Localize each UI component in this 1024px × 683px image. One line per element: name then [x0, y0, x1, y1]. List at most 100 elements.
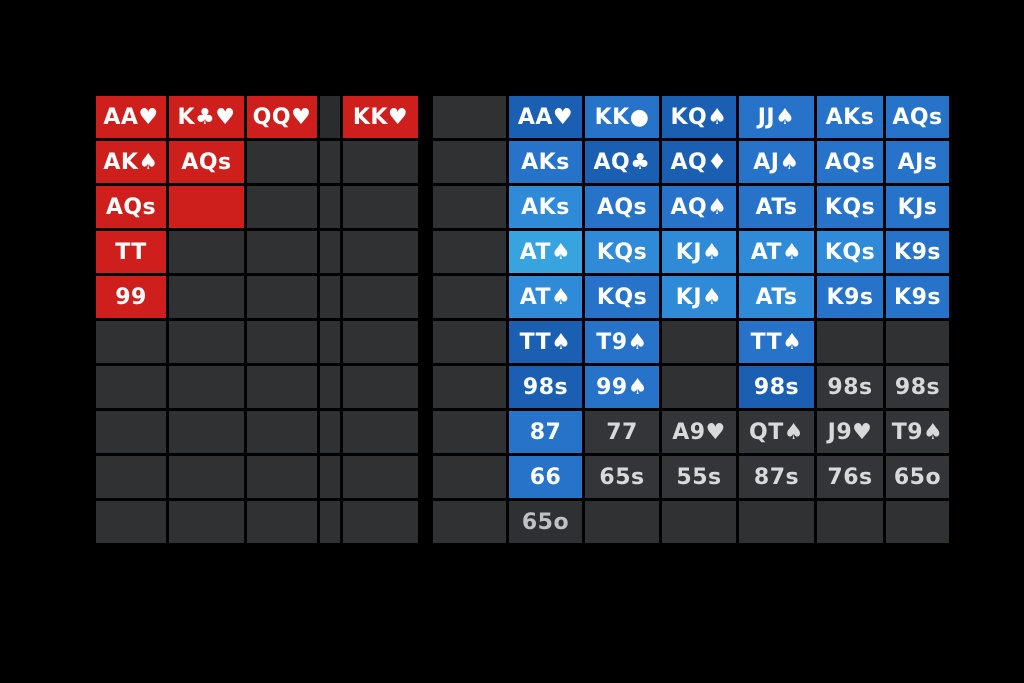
left-cell-r4-c2[interactable]	[247, 276, 317, 318]
left-cell-r8-c4[interactable]	[343, 456, 418, 498]
right-cell-r2-c1[interactable]: AKs	[509, 186, 582, 228]
left-cell-r2-c0[interactable]: AQs	[96, 186, 166, 228]
right-cell-r2-c2[interactable]: AQs	[585, 186, 659, 228]
right-cell-r3-c3[interactable]: KJ♠	[662, 231, 736, 273]
right-cell-r8-c5[interactable]: 76s	[817, 456, 883, 498]
left-cell-r8-c1[interactable]	[169, 456, 244, 498]
left-cell-r7-c4[interactable]	[343, 411, 418, 453]
right-cell-r4-c4[interactable]: ATs	[739, 276, 814, 318]
right-cell-r5-c6[interactable]	[886, 321, 949, 363]
left-cell-r3-c3[interactable]	[320, 231, 340, 273]
left-cell-r8-c3[interactable]	[320, 456, 340, 498]
right-cell-r2-c4[interactable]: ATs	[739, 186, 814, 228]
right-cell-r1-c0[interactable]	[433, 141, 506, 183]
left-cell-r9-c2[interactable]	[247, 501, 317, 543]
right-cell-r7-c3[interactable]: A9♥	[662, 411, 736, 453]
left-cell-r9-c0[interactable]	[96, 501, 166, 543]
left-cell-r1-c2[interactable]	[247, 141, 317, 183]
left-cell-r2-c1[interactable]	[169, 186, 244, 228]
right-cell-r5-c0[interactable]	[433, 321, 506, 363]
right-cell-r8-c3[interactable]: 55s	[662, 456, 736, 498]
right-cell-r6-c1[interactable]: 98s	[509, 366, 582, 408]
right-cell-r4-c5[interactable]: K9s	[817, 276, 883, 318]
left-cell-r2-c4[interactable]	[343, 186, 418, 228]
left-cell-r6-c0[interactable]	[96, 366, 166, 408]
right-cell-r4-c3[interactable]: KJ♠	[662, 276, 736, 318]
right-cell-r1-c3[interactable]: AQ♦	[662, 141, 736, 183]
right-cell-r6-c6[interactable]: 98s	[886, 366, 949, 408]
right-cell-r6-c5[interactable]: 98s	[817, 366, 883, 408]
right-cell-r7-c0[interactable]	[433, 411, 506, 453]
right-cell-r0-c2[interactable]: KK●	[585, 96, 659, 138]
left-cell-r6-c4[interactable]	[343, 366, 418, 408]
left-cell-r9-c3[interactable]	[320, 501, 340, 543]
right-cell-r8-c0[interactable]	[433, 456, 506, 498]
right-cell-r8-c1[interactable]: 66	[509, 456, 582, 498]
right-cell-r3-c2[interactable]: KQs	[585, 231, 659, 273]
right-cell-r6-c3[interactable]	[662, 366, 736, 408]
right-cell-r2-c0[interactable]	[433, 186, 506, 228]
left-cell-r8-c0[interactable]	[96, 456, 166, 498]
left-cell-r7-c2[interactable]	[247, 411, 317, 453]
left-cell-r6-c3[interactable]	[320, 366, 340, 408]
left-cell-r5-c0[interactable]	[96, 321, 166, 363]
right-cell-r7-c4[interactable]: QT♠	[739, 411, 814, 453]
right-cell-r0-c3[interactable]: KQ♠	[662, 96, 736, 138]
left-cell-r1-c0[interactable]: AK♠	[96, 141, 166, 183]
left-cell-r6-c1[interactable]	[169, 366, 244, 408]
left-cell-r4-c4[interactable]	[343, 276, 418, 318]
left-cell-r9-c1[interactable]	[169, 501, 244, 543]
right-cell-r2-c6[interactable]: KJs	[886, 186, 949, 228]
right-cell-r1-c2[interactable]: AQ♣	[585, 141, 659, 183]
left-cell-r7-c3[interactable]	[320, 411, 340, 453]
right-cell-r2-c5[interactable]: KQs	[817, 186, 883, 228]
right-cell-r0-c5[interactable]: AKs	[817, 96, 883, 138]
right-cell-r7-c5[interactable]: J9♥	[817, 411, 883, 453]
right-cell-r4-c6[interactable]: K9s	[886, 276, 949, 318]
right-cell-r9-c0[interactable]	[433, 501, 506, 543]
right-cell-r3-c1[interactable]: AT♠	[509, 231, 582, 273]
right-cell-r7-c1[interactable]: 87	[509, 411, 582, 453]
right-cell-r1-c6[interactable]: AJs	[886, 141, 949, 183]
left-cell-r0-c0[interactable]: AA♥	[96, 96, 166, 138]
right-cell-r9-c4[interactable]	[739, 501, 814, 543]
right-cell-r2-c3[interactable]: AQ♠	[662, 186, 736, 228]
right-cell-r3-c4[interactable]: AT♠	[739, 231, 814, 273]
left-cell-r7-c1[interactable]	[169, 411, 244, 453]
left-cell-r0-c2[interactable]: QQ♥	[247, 96, 317, 138]
right-cell-r9-c3[interactable]	[662, 501, 736, 543]
right-cell-r8-c2[interactable]: 65s	[585, 456, 659, 498]
left-cell-r9-c4[interactable]	[343, 501, 418, 543]
right-cell-r5-c3[interactable]	[662, 321, 736, 363]
right-cell-r3-c0[interactable]	[433, 231, 506, 273]
right-cell-r7-c2[interactable]: 77	[585, 411, 659, 453]
right-cell-r6-c4[interactable]: 98s	[739, 366, 814, 408]
right-cell-r9-c6[interactable]	[886, 501, 949, 543]
right-cell-r1-c4[interactable]: AJ♠	[739, 141, 814, 183]
right-cell-r5-c4[interactable]: TT♠	[739, 321, 814, 363]
right-cell-r0-c6[interactable]: AQs	[886, 96, 949, 138]
right-cell-r0-c0[interactable]	[433, 96, 506, 138]
left-cell-r4-c3[interactable]	[320, 276, 340, 318]
right-cell-r9-c1[interactable]: 65o	[509, 501, 582, 543]
right-cell-r9-c2[interactable]	[585, 501, 659, 543]
left-cell-r3-c1[interactable]	[169, 231, 244, 273]
left-cell-r1-c3[interactable]	[320, 141, 340, 183]
right-cell-r5-c5[interactable]	[817, 321, 883, 363]
left-cell-r4-c1[interactable]	[169, 276, 244, 318]
right-cell-r0-c1[interactable]: AA♥	[509, 96, 582, 138]
left-cell-r5-c1[interactable]	[169, 321, 244, 363]
left-cell-r7-c0[interactable]	[96, 411, 166, 453]
right-cell-r3-c6[interactable]: K9s	[886, 231, 949, 273]
left-cell-r0-c1[interactable]: K♣♥	[169, 96, 244, 138]
left-cell-r3-c0[interactable]: TT	[96, 231, 166, 273]
right-cell-r4-c1[interactable]: AT♠	[509, 276, 582, 318]
left-cell-r3-c4[interactable]	[343, 231, 418, 273]
right-cell-r5-c2[interactable]: T9♠	[585, 321, 659, 363]
right-cell-r4-c2[interactable]: KQs	[585, 276, 659, 318]
right-cell-r8-c4[interactable]: 87s	[739, 456, 814, 498]
left-cell-r6-c2[interactable]	[247, 366, 317, 408]
left-cell-r0-c4[interactable]: KK♥	[343, 96, 418, 138]
right-cell-r1-c5[interactable]: AQs	[817, 141, 883, 183]
right-cell-r6-c0[interactable]	[433, 366, 506, 408]
